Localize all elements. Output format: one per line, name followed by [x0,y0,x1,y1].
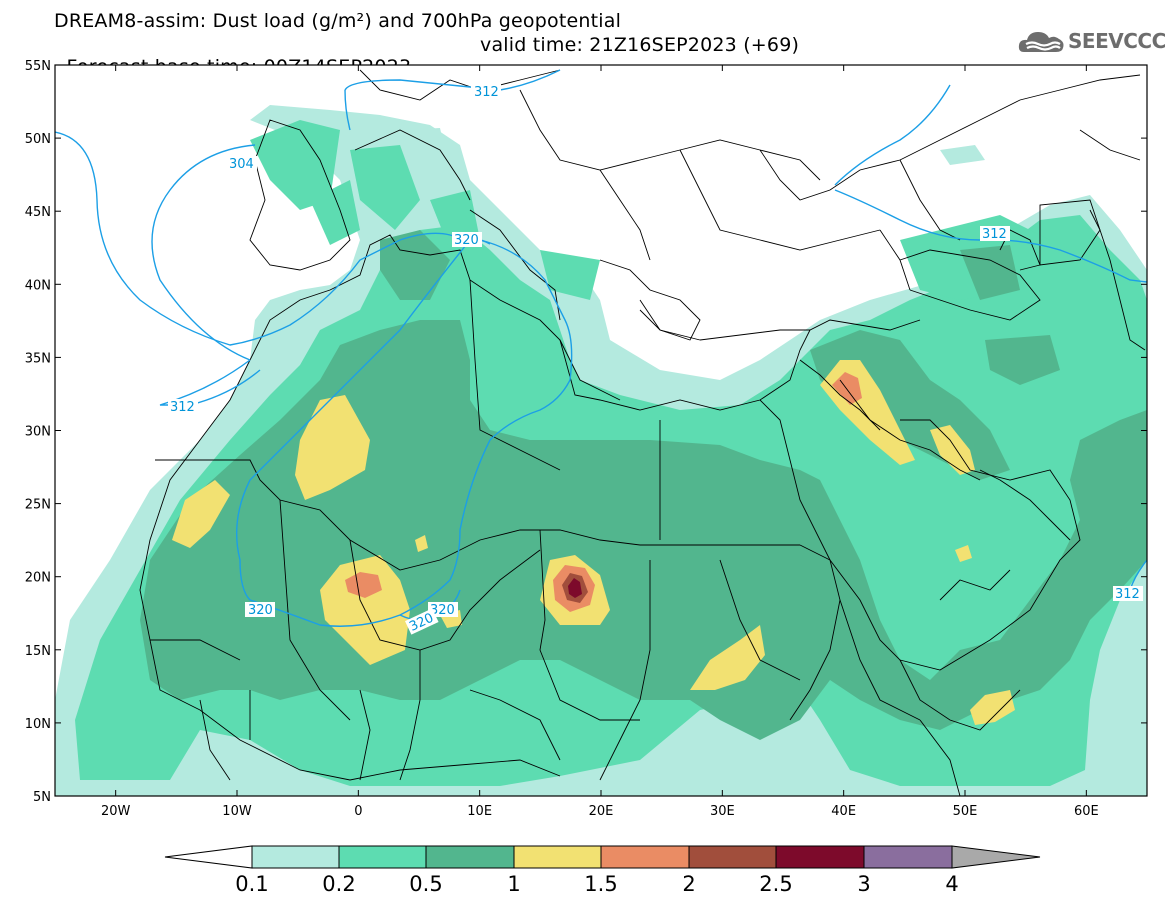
contour-label: 312 [474,85,499,100]
lon-tick-label: 0 [354,804,362,819]
geopotential-contours [55,69,1147,627]
colorbar-label: 3 [857,872,870,896]
lon-tick-label: 60E [1074,804,1099,819]
lat-tick-label: 15N [25,644,51,659]
cloud-logo-icon [1018,32,1064,52]
lon-tick-label: 20E [589,804,614,819]
colorbar-under-arrow [164,845,253,869]
colorbar-over-arrow [951,845,1041,869]
chart-title-line1: DREAM8-assim: Dust load (g/m²) and 700hP… [54,10,622,32]
colorbar: 0.1 0.2 0.5 1 1.5 2 2.5 3 4 [164,845,1041,896]
contour-label: 320 [430,603,455,618]
latitude-ticks [55,64,1147,797]
lat-tick-label: 35N [25,351,51,366]
colorbar-label: 1.5 [584,872,617,896]
lat-tick-label: 30N [25,425,51,440]
lon-tick-label: 10W [222,804,252,819]
colorbar-bin [513,845,602,869]
contour-label: 320 [248,603,273,618]
lon-tick-label: 50E [953,804,978,819]
contour-labels: 312 304 320 320 320 320 312 312 312 [168,84,1143,635]
contour-label: 312 [1115,587,1140,602]
coastlines-and-borders [139,69,1146,796]
lon-tick-label: 20W [101,804,131,819]
colorbar-label: 4 [945,872,958,896]
valid-time: valid time: 21Z16SEP2023 (+69) [480,34,800,56]
lat-tick-label: 25N [25,498,51,513]
seevccc-logo: SEEVCCC [1018,26,1165,56]
contour-label: 312 [982,227,1007,242]
logo-text: SEEVCCC [1068,29,1165,53]
lon-tick-label: 10E [467,804,492,819]
lat-tick-label: 5N [33,790,51,805]
colorbar-bin [863,845,953,869]
colorbar-label: 1 [507,872,520,896]
lat-tick-label: 55N [25,59,51,74]
colorbar-bin [600,845,690,869]
contour-label: 320 [454,233,479,248]
lon-tick-label: 40E [831,804,856,819]
colorbar-label: 0.2 [322,872,355,896]
map-plot-area: 312 304 320 320 320 320 312 312 312 [55,65,1147,796]
colorbar-bin [688,845,777,869]
lat-tick-label: 10N [25,717,51,732]
lon-tick-label: 30E [710,804,735,819]
colorbar-bin [775,845,865,869]
lat-tick-label: 20N [25,571,51,586]
colorbar-bin [338,845,427,869]
colorbar-label: 0.1 [235,872,268,896]
colorbar-label: 0.5 [409,872,442,896]
lat-tick-label: 50N [25,132,51,147]
dust-layer-2.5 [568,578,582,598]
colorbar-label: 2 [682,872,695,896]
colorbar-label: 2.5 [759,872,792,896]
lat-tick-label: 40N [25,278,51,293]
contour-label: 304 [229,157,254,172]
longitude-ticks [115,65,1087,796]
lat-tick-label: 45N [25,205,51,220]
colorbar-bin [425,845,515,869]
colorbar-bin [251,845,340,869]
contour-label: 312 [170,400,195,415]
